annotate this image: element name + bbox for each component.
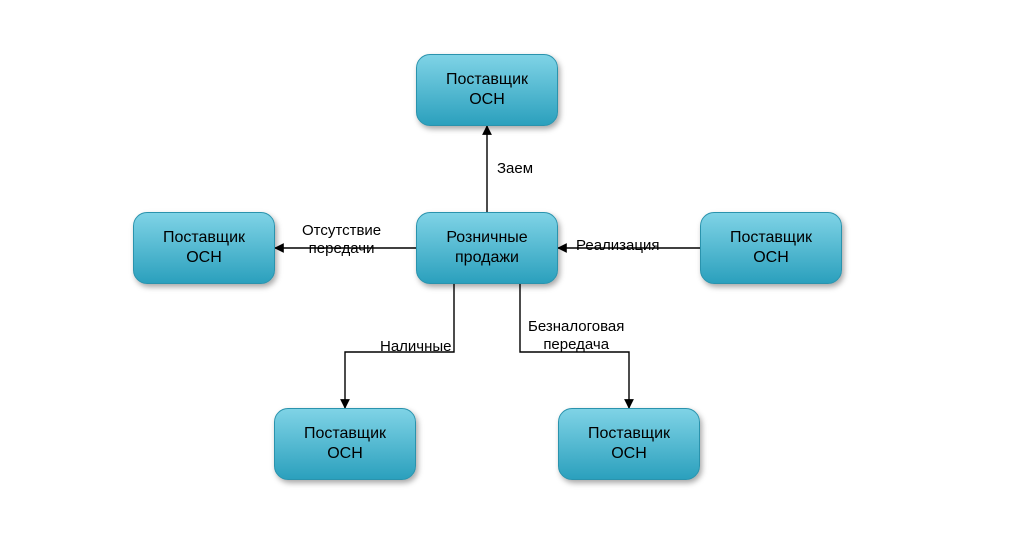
edge-label-left: Отсутствие передачи xyxy=(302,222,381,258)
node-label: Розничные продажи xyxy=(446,228,527,268)
edge-label-br: Безналоговая передача xyxy=(528,318,624,354)
node-left: Поставщик ОСН xyxy=(133,212,275,284)
node-top: Поставщик ОСН xyxy=(416,54,558,126)
edge-label-right: Реализация xyxy=(576,237,659,255)
diagram-canvas: Розничные продажи Поставщик ОСН Поставщи… xyxy=(0,0,1015,541)
node-label: Поставщик ОСН xyxy=(588,424,670,464)
edge-label-bl: Наличные xyxy=(380,338,452,356)
node-bl: Поставщик ОСН xyxy=(274,408,416,480)
node-label: Поставщик ОСН xyxy=(304,424,386,464)
node-br: Поставщик ОСН xyxy=(558,408,700,480)
node-center: Розничные продажи xyxy=(416,212,558,284)
node-label: Поставщик ОСН xyxy=(163,228,245,268)
edge-label-top: Заем xyxy=(497,160,533,178)
node-right: Поставщик ОСН xyxy=(700,212,842,284)
node-label: Поставщик ОСН xyxy=(446,70,528,110)
node-label: Поставщик ОСН xyxy=(730,228,812,268)
